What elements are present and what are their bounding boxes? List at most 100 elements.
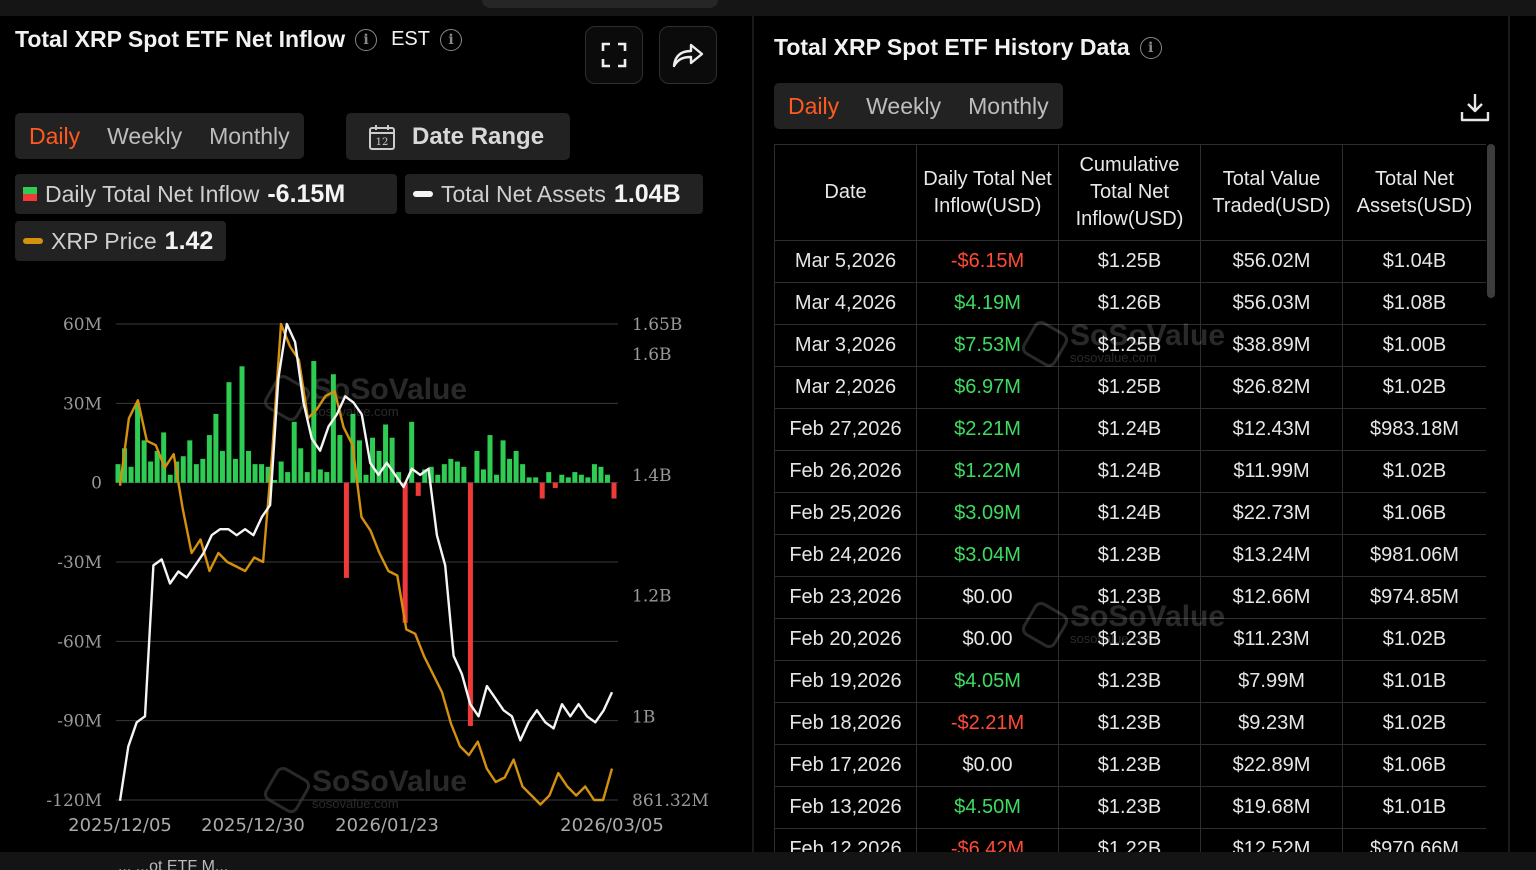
- inflow-bar: [565, 477, 571, 483]
- chart-grid: [116, 323, 618, 801]
- history-table-wrap[interactable]: Date Daily Total Net Inflow(USD) Cumulat…: [774, 144, 1486, 852]
- cell-daily-inflow: $3.04M: [916, 534, 1059, 577]
- table-row[interactable]: Mar 4,2026 $4.19M $1.26B $56.03M $1.08B: [774, 282, 1486, 325]
- download-button[interactable]: [1458, 90, 1492, 124]
- tab-monthly[interactable]: Monthly: [209, 122, 290, 149]
- table-row[interactable]: Feb 26,2026 $1.22M $1.24B $11.99M $1.02B: [774, 450, 1486, 493]
- col-daily-inflow[interactable]: Daily Total Net Inflow(USD): [916, 144, 1059, 241]
- inflow-chart[interactable]: 60M 30M 0 -30M -60M -90M -120M 1.65B 1.6B 1.4B 1.2…: [0, 16, 752, 852]
- cell-traded: $38.89M: [1200, 324, 1343, 367]
- legend-assets[interactable]: Total Net Assets 1.04B: [405, 174, 703, 214]
- cell-cumulative: $1.24B: [1058, 408, 1201, 451]
- right-axis-tick: 1.6B: [632, 345, 672, 365]
- share-button[interactable]: [659, 26, 717, 84]
- inflow-bar: [193, 464, 199, 483]
- inflow-bar: [232, 458, 238, 483]
- right-axis-tick: 1B: [632, 707, 655, 727]
- inflow-bar: [265, 466, 271, 483]
- table-row[interactable]: Feb 23,2026 $0.00 $1.23B $12.66M $974.85M: [774, 576, 1486, 619]
- tab-daily[interactable]: Daily: [788, 92, 840, 119]
- cell-traded: $13.24M: [1200, 534, 1343, 577]
- inflow-bar: [180, 456, 186, 483]
- net-assets-line: [118, 322, 614, 801]
- table-row[interactable]: Mar 3,2026 $7.53M $1.25B $38.89M $1.00B: [774, 324, 1486, 367]
- fullscreen-button[interactable]: [585, 26, 643, 84]
- cell-cumulative: $1.25B: [1058, 240, 1201, 283]
- cell-date: Mar 5,2026: [774, 240, 917, 283]
- inflow-bar: [598, 466, 604, 483]
- inflow-bar: [480, 469, 486, 483]
- cell-net-assets: $974.85M: [1342, 576, 1486, 619]
- cell-net-assets: $1.02B: [1342, 618, 1486, 661]
- table-scrollbar[interactable]: [1487, 144, 1495, 298]
- legend-inflow[interactable]: Daily Total Net Inflow -6.15M: [15, 174, 397, 214]
- table-row[interactable]: Feb 19,2026 $4.05M $1.23B $7.99M $1.01B: [774, 660, 1486, 703]
- inflow-bar: [370, 437, 376, 483]
- tab-daily[interactable]: Daily: [29, 122, 81, 149]
- cell-net-assets: $1.02B: [1342, 702, 1486, 745]
- cell-traded: $12.43M: [1200, 408, 1343, 451]
- left-axis-tick: 60M: [63, 315, 102, 335]
- cell-cumulative: $1.23B: [1058, 534, 1201, 577]
- info-icon[interactable]: i: [355, 28, 378, 51]
- left-axis-tick: -90M: [57, 712, 102, 732]
- table-row[interactable]: Mar 2,2026 $6.97M $1.25B $26.82M $1.02B: [774, 366, 1486, 409]
- x-axis-tick: 2026/01/23: [335, 815, 439, 836]
- inflow-bar: [552, 482, 558, 488]
- cell-traded: $11.23M: [1200, 618, 1343, 661]
- download-icon: [1460, 94, 1490, 122]
- legend-price[interactable]: XRP Price 1.42: [15, 221, 226, 261]
- left-axis-tick: -30M: [57, 553, 102, 573]
- left-axis-tick: -120M: [46, 791, 102, 811]
- inflow-bar: [206, 435, 212, 483]
- col-net-assets[interactable]: Total Net Assets(USD): [1342, 144, 1486, 241]
- cell-traded: $22.89M: [1200, 744, 1343, 787]
- inflow-bars: [115, 361, 617, 726]
- tab-weekly[interactable]: Weekly: [866, 92, 942, 119]
- inflow-bar: [259, 464, 265, 483]
- cell-date: Feb 26,2026: [774, 450, 917, 493]
- x-axis-tick: 2025/12/30: [201, 815, 305, 836]
- cell-date: Mar 2,2026: [774, 366, 917, 409]
- inflow-bar: [461, 466, 467, 483]
- inflow-bar: [507, 458, 513, 483]
- x-axis-tick: 2026/03/05: [560, 815, 664, 836]
- cell-daily-inflow: $4.50M: [916, 786, 1059, 829]
- inflow-bar: [324, 472, 330, 483]
- info-icon[interactable]: i: [1139, 36, 1162, 59]
- inflow-bar: [448, 458, 454, 483]
- table-row[interactable]: Feb 13,2026 $4.50M $1.23B $19.68M $1.01B: [774, 786, 1486, 829]
- timezone-info-icon[interactable]: i: [440, 28, 462, 51]
- table-row[interactable]: Feb 27,2026 $2.21M $1.24B $12.43M $983.18M: [774, 408, 1486, 451]
- share-icon: [672, 43, 704, 68]
- left-axis-tick: -60M: [57, 632, 102, 652]
- table-row[interactable]: Mar 5,2026 -$6.15M $1.25B $56.02M $1.04B: [774, 240, 1486, 283]
- calendar-day: 12: [376, 137, 389, 148]
- inflow-bar: [330, 374, 336, 483]
- cell-traded: $12.52M: [1200, 828, 1343, 852]
- inflow-bar: [520, 464, 526, 483]
- cell-traded: $56.03M: [1200, 282, 1343, 325]
- col-cumulative-inflow[interactable]: Cumulative Total Net Inflow(USD): [1058, 144, 1201, 241]
- inflow-bar: [128, 466, 134, 483]
- cell-net-assets: $1.02B: [1342, 366, 1486, 409]
- date-range-button[interactable]: 12 Date Range: [346, 113, 570, 160]
- page-scroll-track[interactable]: [1508, 16, 1510, 852]
- table-row[interactable]: Feb 18,2026 -$2.21M $1.23B $9.23M $1.02B: [774, 702, 1486, 745]
- tab-monthly[interactable]: Monthly: [968, 92, 1049, 119]
- table-row[interactable]: Feb 25,2026 $3.09M $1.24B $22.73M $1.06B: [774, 492, 1486, 535]
- table-row[interactable]: Feb 20,2026 $0.00 $1.23B $11.23M $1.02B: [774, 618, 1486, 661]
- cell-net-assets: $1.01B: [1342, 660, 1486, 703]
- left-axis-tick: 0: [91, 474, 102, 494]
- table-row[interactable]: Feb 12,2026 -$6.42M $1.22B $12.52M $970.66M: [774, 828, 1486, 852]
- col-date[interactable]: Date: [774, 144, 917, 241]
- inflow-bar: [428, 466, 434, 483]
- cell-daily-inflow: $2.21M: [916, 408, 1059, 451]
- table-row[interactable]: Feb 24,2026 $3.04M $1.23B $13.24M $981.06M: [774, 534, 1486, 577]
- col-value-traded[interactable]: Total Value Traded(USD): [1200, 144, 1343, 241]
- cell-traded: $19.68M: [1200, 786, 1343, 829]
- inflow-bar: [148, 461, 154, 483]
- inflow-bar: [389, 437, 395, 483]
- table-row[interactable]: Feb 17,2026 $0.00 $1.23B $22.89M $1.06B: [774, 744, 1486, 787]
- tab-weekly[interactable]: Weekly: [107, 122, 183, 149]
